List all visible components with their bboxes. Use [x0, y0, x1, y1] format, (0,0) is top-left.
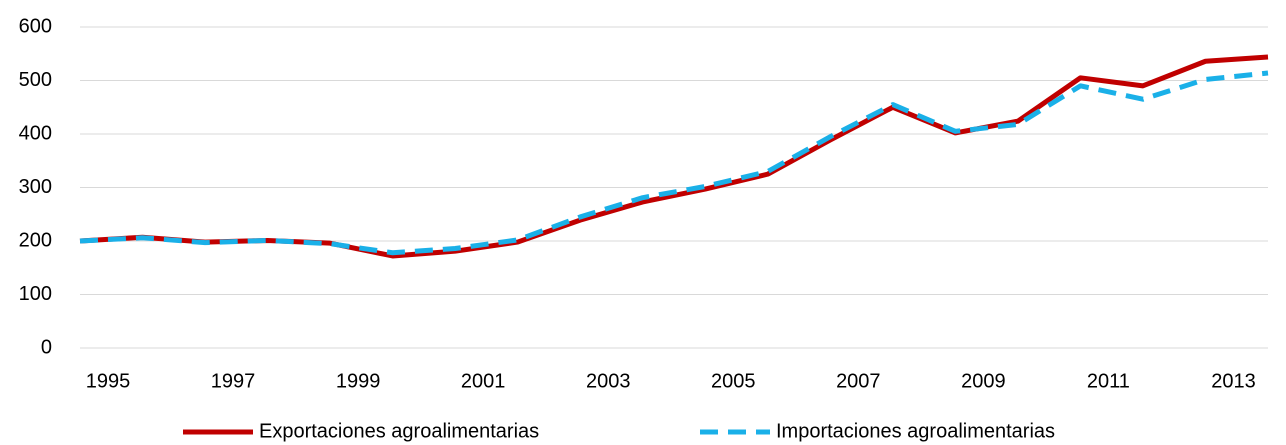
x-tick-label: 2007	[836, 370, 881, 392]
x-tick-label: 2005	[711, 370, 756, 392]
x-tick-label: 2009	[961, 370, 1006, 392]
x-tick-label: 2001	[461, 370, 506, 392]
series-line	[79, 70, 1269, 256]
x-tick-label: 1995	[86, 370, 131, 392]
x-tick-label: 2013	[1211, 370, 1256, 392]
y-tick-label: 200	[19, 229, 52, 251]
series-line	[79, 54, 1269, 259]
legend-label: Importaciones agroalimentarias	[776, 420, 1055, 442]
x-tick-label: 1997	[211, 370, 256, 392]
y-tick-label: 300	[19, 176, 52, 198]
y-tick-label: 0	[41, 336, 52, 358]
x-tick-label: 1999	[336, 370, 381, 392]
y-tick-label: 100	[19, 283, 52, 305]
y-tick-label: 500	[19, 69, 52, 91]
y-tick-label: 600	[19, 15, 52, 37]
y-tick-label: 400	[19, 122, 52, 144]
legend-label: Exportaciones agroalimentarias	[259, 420, 539, 442]
x-tick-label: 2003	[586, 370, 631, 392]
x-tick-label: 2011	[1087, 370, 1130, 392]
